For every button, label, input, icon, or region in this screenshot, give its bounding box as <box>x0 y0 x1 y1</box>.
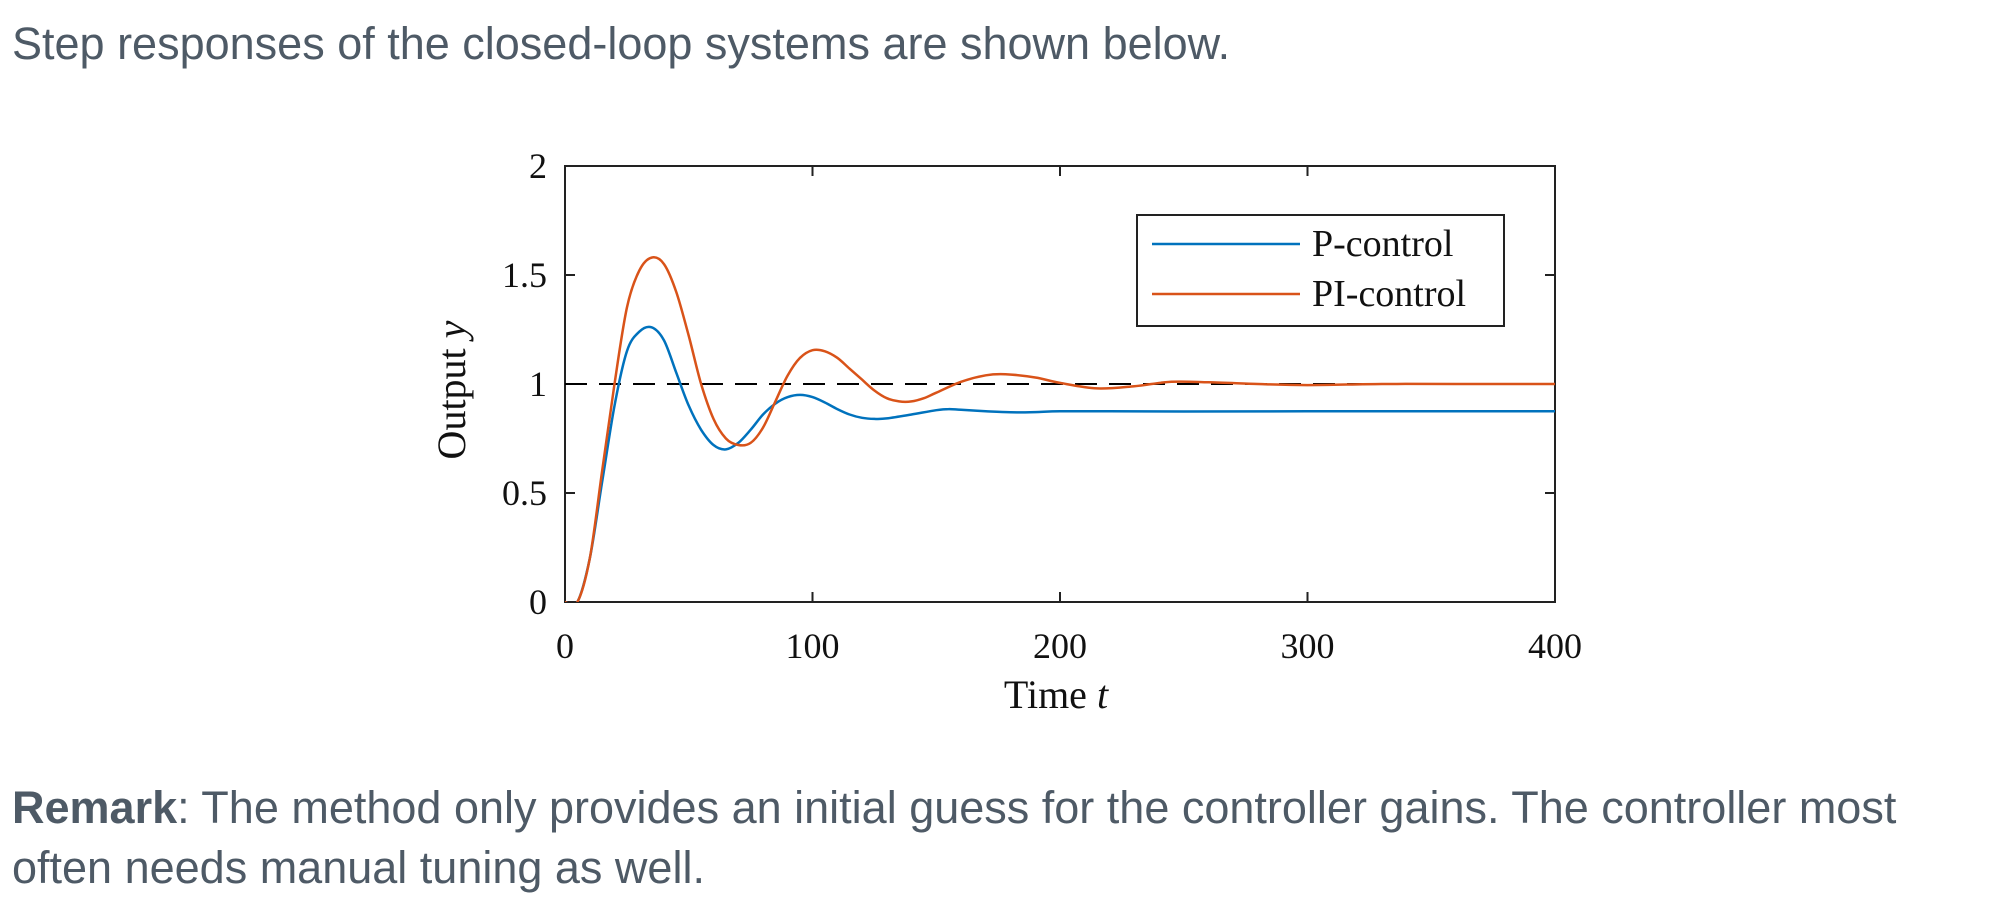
axis-ticks <box>564 165 1556 603</box>
y-axis-label: Output y <box>429 320 474 459</box>
series-lines <box>565 256 1555 602</box>
y-tick-label: 1 <box>529 364 547 404</box>
remark-body: : The method only provides an initial gu… <box>12 782 1897 893</box>
axis-tick-labels: 0 100 200 300 400 0 0.5 1 1.5 2 <box>502 146 1582 666</box>
remark-label: Remark <box>12 782 178 833</box>
series-line-p-control <box>565 325 1555 602</box>
x-tick-label: 300 <box>1281 626 1335 666</box>
legend-label-p-control: P-control <box>1312 223 1453 265</box>
x-tick-label: 200 <box>1033 626 1087 666</box>
x-tick-label: 400 <box>1528 626 1582 666</box>
x-axis-label: Time t <box>1004 672 1109 717</box>
step-response-chart: 0 100 200 300 400 0 0.5 1 1.5 2 Time t Output y P… <box>429 146 1582 717</box>
x-tick-label: 0 <box>556 626 574 666</box>
x-tick-label: 100 <box>786 626 840 666</box>
series-line-pi-control <box>565 256 1555 602</box>
legend: P-control PI-control <box>1136 214 1505 327</box>
y-tick-label: 0 <box>529 582 547 622</box>
remark-text: Remark: The method only provides an init… <box>12 778 1992 898</box>
y-tick-label: 2 <box>529 146 547 186</box>
y-tick-label: 1.5 <box>502 255 547 295</box>
legend-label-pi-control: PI-control <box>1312 273 1466 315</box>
legend-box <box>1136 214 1505 327</box>
intro-text: Step responses of the closed-loop system… <box>12 18 1231 69</box>
y-tick-label: 0.5 <box>502 473 547 513</box>
